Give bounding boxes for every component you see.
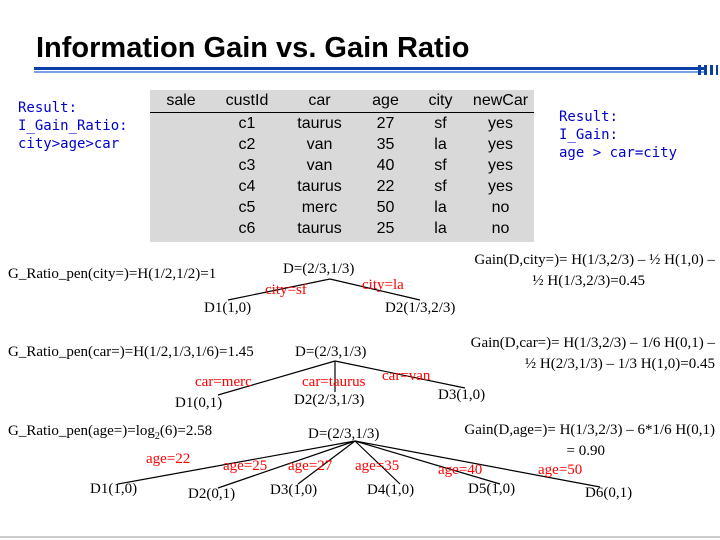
age-gain-line-1: Gain(D,age=)= H(1/3,2/3) – 6*1/6 H(0,1) [464, 422, 715, 438]
tree-edge [297, 440, 356, 485]
table-cell: sf [434, 177, 447, 195]
car-gain-formula: Gain(D,car=)= H(1/3,2/3) – 1/6 H(0,1) – … [400, 333, 715, 375]
table-cell: taurus [297, 219, 342, 237]
title-underline [34, 65, 718, 75]
column-header: sale [150, 90, 212, 113]
table-cell: c1 [238, 114, 256, 132]
age-gain-line-2: = 0.90 [566, 443, 605, 459]
column-header: custId [212, 90, 282, 113]
table-row: c5 merc 50 la no [150, 197, 534, 218]
table-cell: 27 [376, 114, 395, 132]
tree-edge [217, 360, 336, 396]
table-row: c1 taurus 27 sf yes [150, 113, 534, 135]
age-root-node: D=(2/3,1/3) [308, 426, 380, 442]
car-branch-merc: car=merc [195, 374, 252, 390]
age-branch-27: age=27 [288, 458, 333, 474]
table-cell: c5 [238, 198, 256, 216]
column-header: car [282, 90, 357, 113]
city-gain-line-2: ½ H(1/3,2/3)=0.45 [532, 273, 645, 289]
table-cell: c3 [238, 156, 256, 174]
car-root-node: D=(2/3,1/3) [295, 344, 367, 360]
car-gain-line-1: Gain(D,car=)= H(1/3,2/3) – 1/6 H(0,1) – [470, 335, 715, 351]
city-gain-line-1: Gain(D,city=)= H(1/3,2/3) – ½ H(1,0) – [474, 252, 715, 268]
table-cell: sf [434, 114, 447, 132]
table-cell: merc [301, 198, 338, 216]
city-leaf-1: D1(1,0) [204, 300, 252, 316]
table-cell: 50 [376, 198, 395, 216]
car-leaf-3: D3(1,0) [438, 387, 486, 403]
car-branch-van: car=van [382, 368, 431, 384]
table-row: c2 van 35 la yes [150, 134, 534, 155]
car-branch-taurus: car=taurus [302, 374, 366, 390]
table-cell: 25 [376, 219, 395, 237]
age-branch-22: age=22 [146, 451, 191, 467]
age-leaf-5: D5(1,0) [468, 481, 516, 497]
age-branch-25: age=25 [223, 458, 268, 474]
tree-edge [227, 278, 331, 301]
table-row: c6 taurus 25 la no [150, 218, 534, 239]
table-cell: sf [434, 156, 447, 174]
page-title: Information Gain vs. Gain Ratio [36, 32, 470, 64]
table-row: c4 taurus 22 sf yes [150, 176, 534, 197]
result-info-gain: Result: I_Gain: age > car=city [559, 109, 678, 161]
column-header: newCar [467, 90, 534, 113]
tree-edge [354, 440, 601, 488]
age-leaf-3: D3(1,0) [270, 482, 318, 498]
table-cell: taurus [297, 114, 342, 132]
data-table: sale custId car age city newCar c1 taurus… [150, 90, 534, 239]
result-gain-ratio: Result: I_Gain_Ratio: city>age>car [18, 100, 128, 152]
age-gain-ratio: G_Ratio_pen(age=)=log2(6)=2.58 [8, 423, 213, 442]
table-cell: la [434, 135, 447, 153]
car-leaf-2: D2(2/3,1/3) [294, 392, 365, 408]
age-leaf-6: D6(0,1) [585, 485, 633, 501]
age-branch-40: age=40 [438, 462, 483, 478]
age-branch-35: age=35 [355, 458, 400, 474]
city-gain-ratio: G_Ratio_pen(city=)=H(1/2,1/2)=1 [8, 266, 217, 282]
tree-edge [329, 278, 421, 301]
city-branch-la: city=la [362, 277, 404, 293]
footer-divider [0, 536, 720, 538]
table-cell: yes [488, 177, 513, 195]
age-leaf-1: D1(1,0) [90, 481, 138, 497]
age-leaf-2: D2(0,1) [188, 486, 236, 502]
age-leaf-4: D4(1,0) [367, 482, 415, 498]
tree-edge [354, 440, 401, 485]
tree-edge [354, 440, 501, 485]
table-cell: no [491, 198, 510, 216]
table-cell: 35 [376, 135, 395, 153]
city-root-node: D=(2/3,1/3) [283, 261, 355, 277]
car-gain-ratio: G_Ratio_pen(car=)=H(1/2,1/3,1/6)=1.45 [8, 344, 254, 360]
table-cell: van [306, 156, 333, 174]
table-cell: van [306, 135, 333, 153]
column-header: age [357, 90, 414, 113]
tree-edge [217, 440, 356, 489]
age-gain-formula: Gain(D,age=)= H(1/3,2/3) – 6*1/6 H(0,1) … [405, 420, 715, 462]
car-leaf-1: D1(0,1) [175, 395, 223, 411]
city-leaf-2: D2(1/3,2/3) [385, 300, 456, 316]
table-row: c3 van 40 sf yes [150, 155, 534, 176]
data-table-panel: sale custId car age city newCar c1 taurus… [150, 90, 534, 242]
table-cell: c4 [238, 177, 256, 195]
table-cell: yes [488, 135, 513, 153]
tree-edge [117, 440, 356, 485]
table-cell: no [491, 219, 510, 237]
table-cell: la [434, 219, 447, 237]
table-cell: taurus [297, 177, 342, 195]
table-cell: 22 [376, 177, 395, 195]
column-header: city [414, 90, 467, 113]
table-cell: la [434, 198, 447, 216]
table-cell: c6 [238, 219, 256, 237]
table-header-row: sale custId car age city newCar [150, 90, 534, 113]
table-cell: 40 [376, 156, 395, 174]
table-cell: yes [488, 156, 513, 174]
car-gain-line-2: ½ H(2/3,1/3) – 1/3 H(1,0)=0.45 [524, 356, 715, 372]
table-cell: yes [488, 114, 513, 132]
age-branch-50: age=50 [538, 462, 583, 478]
city-gain-formula: Gain(D,city=)= H(1/3,2/3) – ½ H(1,0) – ½… [380, 250, 715, 292]
table-cell: c2 [238, 135, 256, 153]
city-branch-sf: city=sf [265, 282, 307, 298]
tree-edge [334, 360, 466, 389]
